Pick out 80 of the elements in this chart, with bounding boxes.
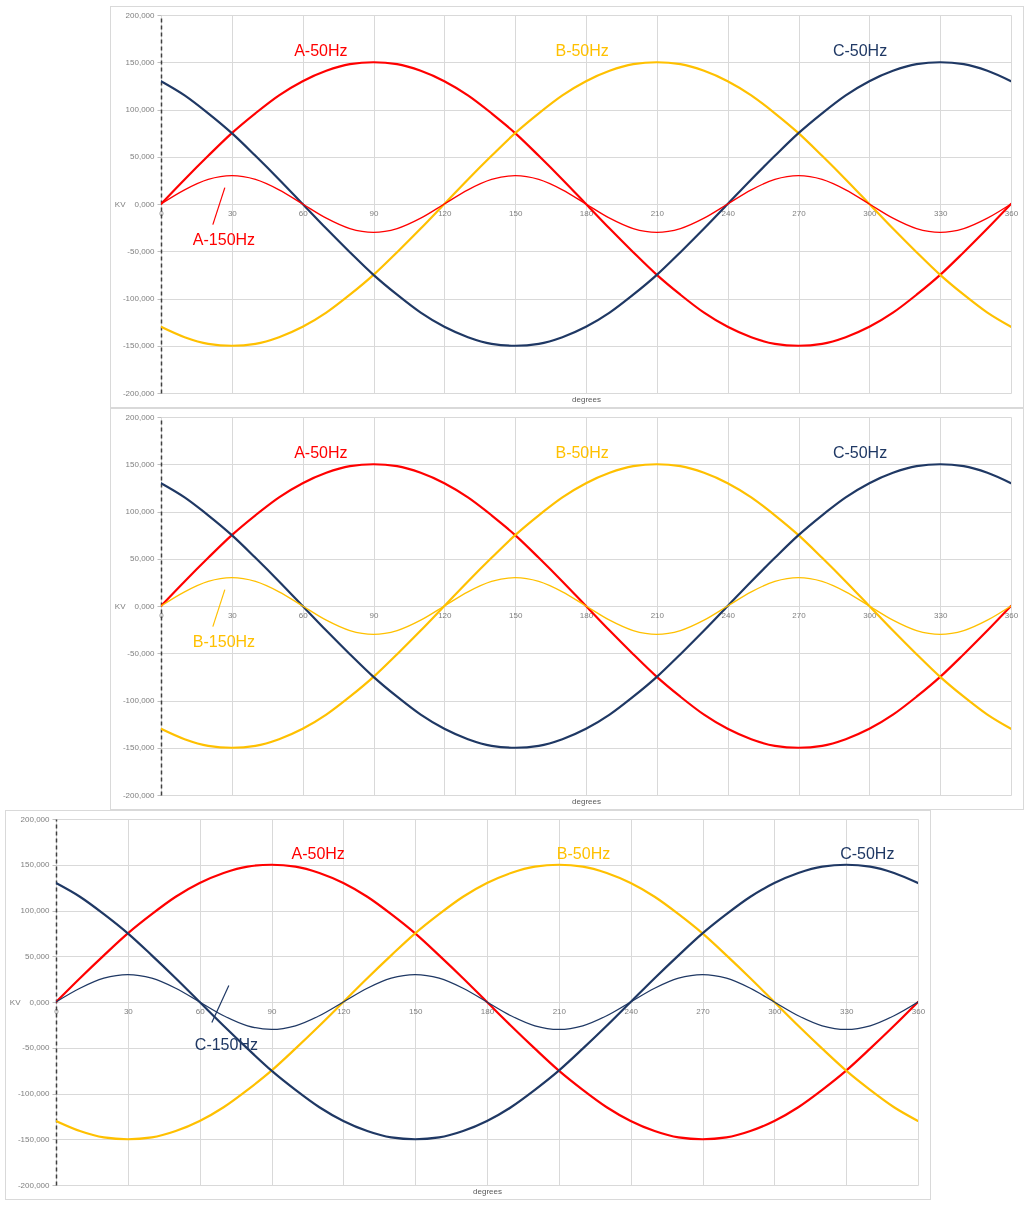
series-label: B-50Hz (555, 42, 609, 60)
y-tick-label: 100,000 (20, 906, 51, 915)
y-tick-label: 150,000 (20, 860, 51, 870)
y-tick-label: 200,000 (125, 10, 156, 20)
y-tick-label: -200,000 (122, 388, 156, 398)
series-label: B-50Hz (555, 444, 609, 462)
y-tick-label: -200,000 (17, 1180, 51, 1190)
series-label: A-50Hz (294, 42, 348, 60)
x-tick-label: 60 (195, 1006, 206, 1016)
y-tick-label: 100,000 (125, 507, 156, 516)
x-tick-label: 240 (721, 208, 736, 218)
series-label: A-50Hz (291, 844, 345, 862)
y-axis-title: KV (114, 199, 127, 209)
x-tick-label: 210 (650, 610, 665, 620)
x-tick-label: 150 (508, 610, 523, 620)
y-tick-label: -150,000 (122, 743, 156, 753)
x-tick-label: 30 (123, 1006, 134, 1016)
y-tick-label: -150,000 (122, 341, 156, 351)
y-tick-label: 0,000 (134, 601, 156, 611)
y-tick-label: -50,000 (127, 648, 156, 658)
x-tick-label: 180 (579, 208, 594, 218)
x-tick-label: 300 (863, 610, 878, 620)
y-tick-label: 200,000 (125, 412, 156, 422)
y-tick-label: -100,000 (122, 294, 156, 303)
x-tick-label: 330 (933, 610, 948, 620)
x-tick-label: 150 (408, 1006, 423, 1016)
y-tick-label: -100,000 (122, 696, 156, 705)
legend-label: B-150Hz (192, 632, 256, 650)
y-tick-label: -50,000 (22, 1043, 51, 1053)
x-tick-label: 180 (579, 610, 594, 620)
x-tick-label: 210 (650, 208, 665, 218)
x-tick-label: 30 (227, 208, 238, 218)
x-tick-label: 360 (1004, 208, 1019, 218)
y-tick-label: 0,000 (29, 997, 51, 1007)
y-tick-label: 150,000 (125, 57, 156, 67)
x-tick-label: 120 (438, 610, 453, 620)
x-tick-label: 330 (839, 1006, 854, 1016)
x-tick-label: 90 (369, 208, 379, 218)
x-tick-label: 300 (768, 1006, 783, 1016)
y-tick-label: 50,000 (130, 554, 156, 564)
x-tick-label: 300 (863, 208, 878, 218)
x-tick-label: 180 (480, 1006, 495, 1016)
x-tick-label: 30 (227, 610, 238, 620)
x-axis-title: degrees (572, 796, 601, 806)
y-tick-label: 100,000 (125, 105, 156, 114)
y-axis-title: KV (114, 601, 127, 611)
y-tick-label: 50,000 (25, 951, 51, 961)
x-tick-label: 240 (624, 1006, 639, 1016)
y-tick-label: 50,000 (130, 152, 156, 162)
y-tick-label: -50,000 (127, 246, 156, 256)
x-tick-label: 270 (792, 610, 807, 620)
y-axis-title: KV (9, 997, 22, 1007)
y-tick-label: -100,000 (17, 1089, 51, 1098)
x-tick-label: 120 (438, 208, 453, 218)
x-tick-label: 120 (337, 1006, 352, 1016)
y-tick-label: 200,000 (20, 814, 51, 824)
x-tick-label: 90 (369, 610, 379, 620)
x-tick-label: 330 (933, 208, 948, 218)
x-tick-label: 270 (696, 1006, 711, 1016)
x-tick-label: 210 (552, 1006, 567, 1016)
x-tick-label: 90 (267, 1006, 277, 1016)
x-axis-title: degrees (473, 1186, 502, 1196)
legend-label: A-150Hz (192, 230, 256, 248)
series-label: A-50Hz (294, 444, 348, 462)
y-tick-label: 150,000 (125, 459, 156, 469)
series-label: B-50Hz (556, 844, 611, 862)
y-tick-label: 0,000 (134, 199, 156, 209)
x-tick-label: 360 (1004, 610, 1019, 620)
series-label: C-50Hz (840, 844, 895, 862)
series-label: C-50Hz (832, 444, 888, 462)
x-tick-label: 270 (792, 208, 807, 218)
x-tick-label: 360 (911, 1006, 926, 1016)
series-label: C-50Hz (832, 42, 888, 60)
x-tick-label: 60 (298, 208, 309, 218)
x-tick-label: 150 (508, 208, 523, 218)
x-tick-label: 60 (298, 610, 309, 620)
x-tick-label: 240 (721, 610, 736, 620)
y-tick-label: -200,000 (122, 790, 156, 800)
x-axis-title: degrees (572, 394, 601, 404)
y-tick-label: -150,000 (17, 1134, 51, 1144)
